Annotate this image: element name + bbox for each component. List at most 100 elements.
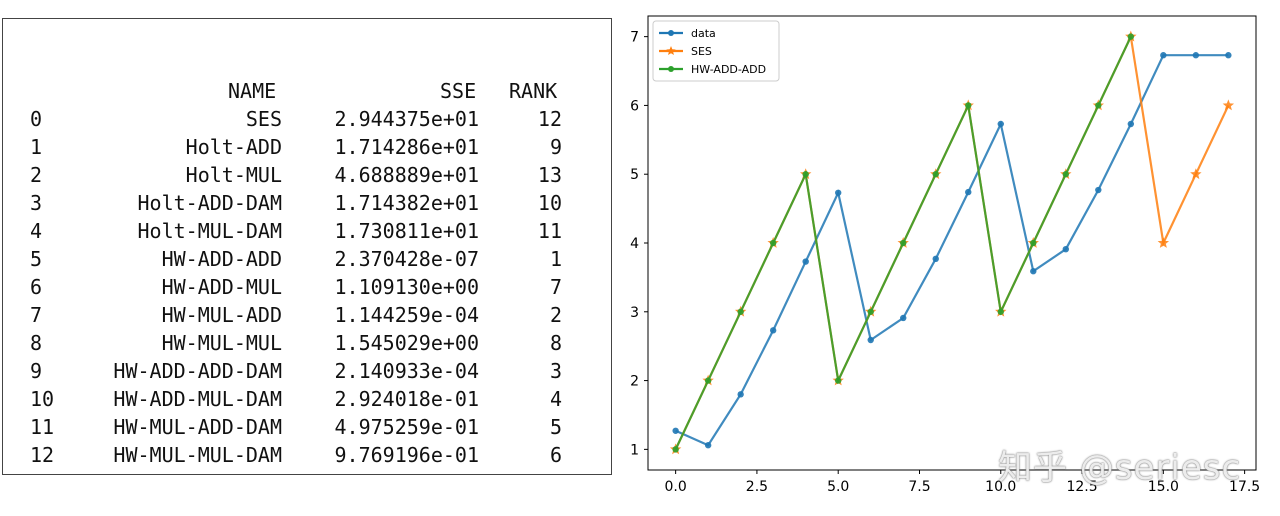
row-rank: 12 — [537, 107, 562, 131]
series-point-data — [1062, 245, 1069, 253]
y-tick-label: 3 — [630, 305, 639, 321]
y-tick-label: 2 — [630, 374, 639, 390]
row-name: Holt-ADD — [185, 135, 282, 159]
row-rank: 9 — [549, 135, 562, 159]
series-point-HW-ADD-ADD — [802, 171, 809, 178]
x-tick-label: 5.0 — [827, 479, 849, 495]
y-tick-label: 7 — [630, 30, 639, 46]
watermark-text: 知乎 @seriesc — [998, 448, 1242, 488]
row-rank: 13 — [537, 163, 562, 187]
row-name: HW-MUL-ADD-DAM — [113, 415, 282, 439]
y-tick-label: 6 — [630, 98, 639, 114]
series-point-HW-ADD-ADD — [1095, 102, 1102, 109]
row-sse: 2.370428e-07 — [334, 247, 480, 271]
series-point-data — [1030, 268, 1037, 275]
x-tick-label: 10.0 — [985, 479, 1016, 495]
x-tick-label: 12.5 — [1066, 479, 1097, 495]
x-tick-label: 0.0 — [665, 479, 687, 495]
series-point-HW-ADD-ADD — [867, 308, 874, 315]
series-point-data — [835, 189, 842, 196]
series-point-HW-ADD-ADD — [997, 308, 1004, 315]
series-point-data — [769, 327, 777, 334]
legend-box — [652, 20, 780, 82]
row-index: 12 — [30, 443, 55, 467]
row-index: 3 — [30, 191, 43, 215]
row-sse: 2.140933e-04 — [334, 359, 480, 383]
series-point-data — [1127, 120, 1135, 128]
series-point-HW-ADD-ADD — [769, 239, 777, 247]
row-name: Holt-ADD-DAM — [137, 191, 283, 215]
legend-label: HW-ADD-ADD — [691, 63, 766, 76]
legend-marker — [666, 46, 676, 56]
series-point-data — [704, 442, 712, 449]
row-rank: 7 — [549, 275, 562, 299]
series-point-data — [802, 258, 809, 265]
row-rank: 2 — [549, 303, 562, 327]
series-point-data — [997, 120, 1004, 128]
series-point-HW-ADD-ADD — [900, 239, 907, 247]
row-index: 6 — [30, 275, 43, 299]
row-rank: 4 — [549, 387, 562, 411]
row-sse: 4.688889e+01 — [334, 163, 480, 187]
column-header-name: NAME — [228, 79, 277, 103]
row-sse: 4.975259e-01 — [334, 415, 480, 439]
row-name: HW-MUL-ADD — [161, 303, 282, 327]
series-point-HW-ADD-ADD — [672, 446, 679, 453]
y-tick-label: 4 — [630, 236, 639, 252]
row-name: HW-ADD-ADD — [161, 247, 282, 271]
series-point-data — [867, 336, 874, 344]
row-sse: 1.714382e+01 — [334, 191, 480, 215]
y-tick-label: 5 — [630, 167, 639, 183]
row-rank: 10 — [537, 191, 562, 215]
series-point-data — [932, 255, 939, 263]
row-sse: 2.944375e+01 — [334, 107, 480, 131]
row-sse: 1.714286e+01 — [334, 135, 480, 159]
row-index: 5 — [30, 247, 43, 271]
row-sse: 1.109130e+00 — [334, 275, 480, 299]
row-rank: 11 — [537, 219, 562, 243]
legend-label: SES — [691, 45, 712, 58]
row-index: 7 — [30, 303, 43, 327]
row-rank: 5 — [549, 415, 562, 439]
row-name: Holt-MUL-DAM — [137, 219, 283, 243]
series-point-data — [1095, 186, 1102, 194]
row-index: 10 — [30, 387, 55, 411]
row-name: SES — [245, 107, 282, 131]
x-tick-label: 15.0 — [1148, 479, 1179, 495]
row-index: 8 — [30, 331, 43, 355]
series-point-HW-ADD-ADD — [932, 171, 939, 178]
series-point-HW-ADD-ADD — [835, 377, 842, 384]
row-name: HW-MUL-MUL-DAM — [113, 443, 282, 467]
series-point-HW-ADD-ADD — [1030, 239, 1037, 247]
series-line-SES — [674, 32, 1230, 450]
row-rank: 3 — [549, 359, 562, 383]
series-point-data — [1160, 52, 1167, 59]
legend-marker — [668, 30, 674, 36]
series-point-SES — [1222, 99, 1235, 111]
series-point-data — [1225, 52, 1232, 59]
series-point-data — [1192, 52, 1200, 59]
x-tick-label: 7.5 — [908, 479, 930, 495]
row-sse: 1.730811e+01 — [334, 219, 480, 243]
row-index: 9 — [30, 359, 43, 383]
row-name: Holt-MUL — [185, 163, 282, 187]
x-tick-label: 17.5 — [1229, 479, 1260, 495]
line-chart-panel: 0.0 2.5 5.0 7.5 10.0 12.5 15.0 17.5 1 2 3 4 5 6 7 data S… — [612, 0, 1280, 512]
row-name: HW-ADD-MUL-DAM — [113, 387, 282, 411]
row-index: 4 — [30, 219, 43, 243]
row-rank: 8 — [549, 331, 562, 355]
series-point-data — [965, 188, 972, 196]
dataframe-table: NAME SSE RANK 0 SES 2.944375e+01 12 1 Holt-AD… — [3, 19, 611, 474]
row-name: HW-MUL-MUL — [161, 331, 282, 355]
row-index: 1 — [30, 135, 43, 159]
legend-marker — [668, 66, 674, 72]
series-point-data — [900, 314, 907, 322]
row-name: HW-ADD-MUL — [161, 275, 282, 299]
series-point-HW-ADD-ADD — [1127, 33, 1135, 40]
series-point-HW-ADD-ADD — [737, 308, 744, 315]
series-point-HW-ADD-ADD — [965, 102, 972, 109]
row-rank: 6 — [549, 443, 562, 467]
row-index: 2 — [30, 163, 43, 187]
series-point-HW-ADD-ADD — [1062, 171, 1069, 178]
series-point-HW-ADD-ADD — [704, 377, 712, 384]
